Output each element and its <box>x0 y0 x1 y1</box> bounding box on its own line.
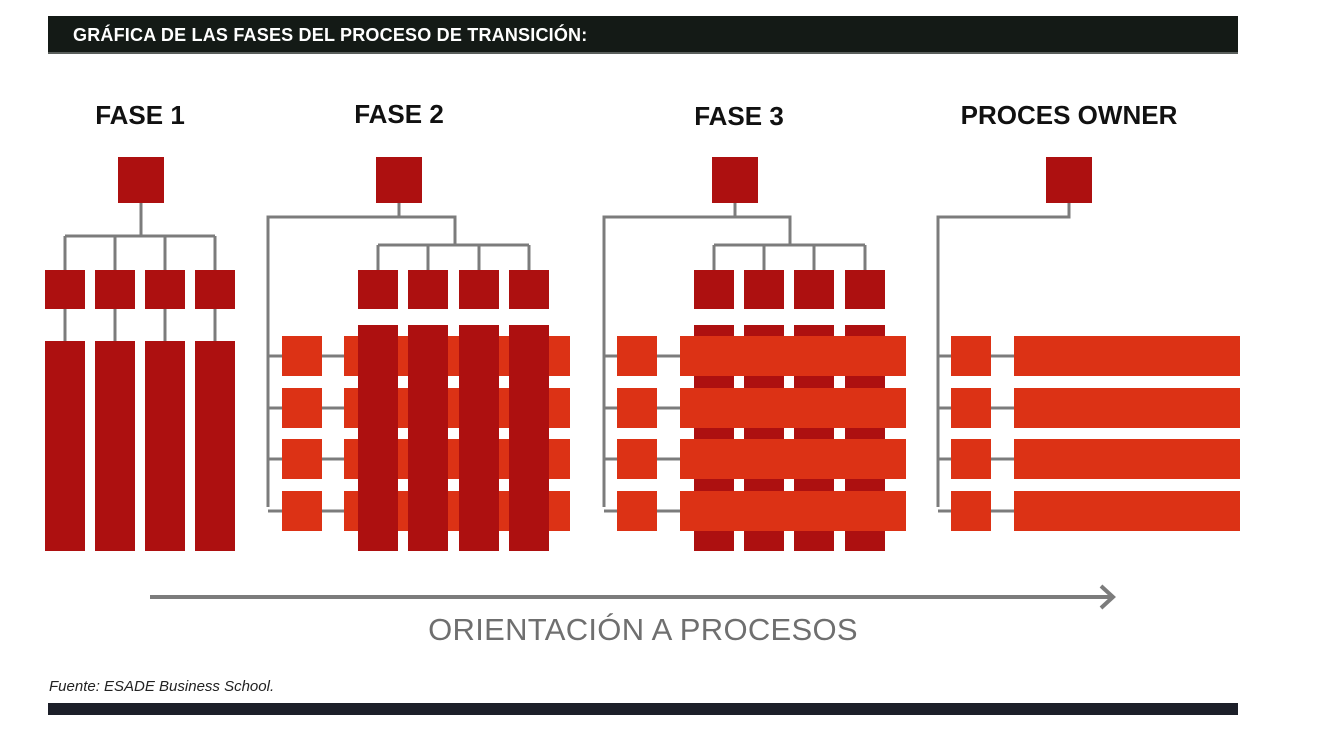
fase2-process-owner-box <box>282 388 322 428</box>
fase2-department-column <box>509 325 549 551</box>
owner-process-owner-box <box>951 388 991 428</box>
fase3-process-bar <box>680 336 906 376</box>
owner-process-bar <box>1014 439 1240 479</box>
fase3-top-box <box>712 157 758 203</box>
fase3-process-owner-box <box>617 491 657 531</box>
fase1-department-column <box>95 341 135 551</box>
owner-process-owner-box <box>951 491 991 531</box>
owner-process-bar <box>1014 388 1240 428</box>
fase3-manager-box <box>694 270 734 309</box>
fase3-manager-box <box>794 270 834 309</box>
fase2-department-column <box>459 325 499 551</box>
fase2-manager-box <box>358 270 398 309</box>
fase1-department-column <box>145 341 185 551</box>
fase2-process-owner-box <box>282 439 322 479</box>
fase2-manager-box <box>408 270 448 309</box>
phase-label-fase-1: FASE 1 <box>95 100 185 130</box>
owner-process-owner-box <box>951 336 991 376</box>
fase1-department-column <box>195 341 235 551</box>
phase-label-fase-2: FASE 2 <box>354 99 444 129</box>
owner-connector <box>936 203 1071 507</box>
footer-bar <box>48 703 1238 715</box>
source-note: Fuente: ESADE Business School. <box>49 678 275 695</box>
fase3-manager-box <box>744 270 784 309</box>
fase3-process-bar <box>680 439 906 479</box>
fase3-process-owner-box <box>617 439 657 479</box>
owner-process-bar <box>1014 336 1240 376</box>
fase3-process-owner-box <box>617 388 657 428</box>
fase1-manager-box <box>45 270 85 309</box>
fase3-connector <box>602 215 792 507</box>
fase2-process-owner-box <box>282 491 322 531</box>
title-bar: GRÁFICA DE LAS FASES DEL PROCESO DE TRAN… <box>48 16 1238 54</box>
fase2-process-owner-box <box>282 336 322 376</box>
fase2-top-box <box>376 157 422 203</box>
fase1-manager-box <box>195 270 235 309</box>
fase2-connector <box>266 215 457 507</box>
fase3-process-bar <box>680 388 906 428</box>
process-orientation-arrow-head <box>1099 584 1116 610</box>
fase2-manager-box <box>459 270 499 309</box>
fase3-process-bar <box>680 491 906 531</box>
page-title: GRÁFICA DE LAS FASES DEL PROCESO DE TRAN… <box>73 25 588 45</box>
phase-label-fase-3: FASE 3 <box>694 101 784 131</box>
fase3-manager-box <box>845 270 885 309</box>
fase3-process-owner-box <box>617 336 657 376</box>
fase2-department-column <box>408 325 448 551</box>
fase1-manager-box <box>145 270 185 309</box>
owner-process-bar <box>1014 491 1240 531</box>
phase-label-proces-owner: PROCES OWNER <box>960 100 1178 130</box>
fase2-department-column <box>358 325 398 551</box>
fase1-top-box <box>118 157 164 203</box>
fase1-manager-box <box>95 270 135 309</box>
fase1-department-column <box>45 341 85 551</box>
fase2-manager-box <box>509 270 549 309</box>
owner-process-owner-box <box>951 439 991 479</box>
process-orientation-label: ORIENTACIÓN A PROCESOS <box>428 612 858 647</box>
owner-top-box <box>1046 157 1092 203</box>
